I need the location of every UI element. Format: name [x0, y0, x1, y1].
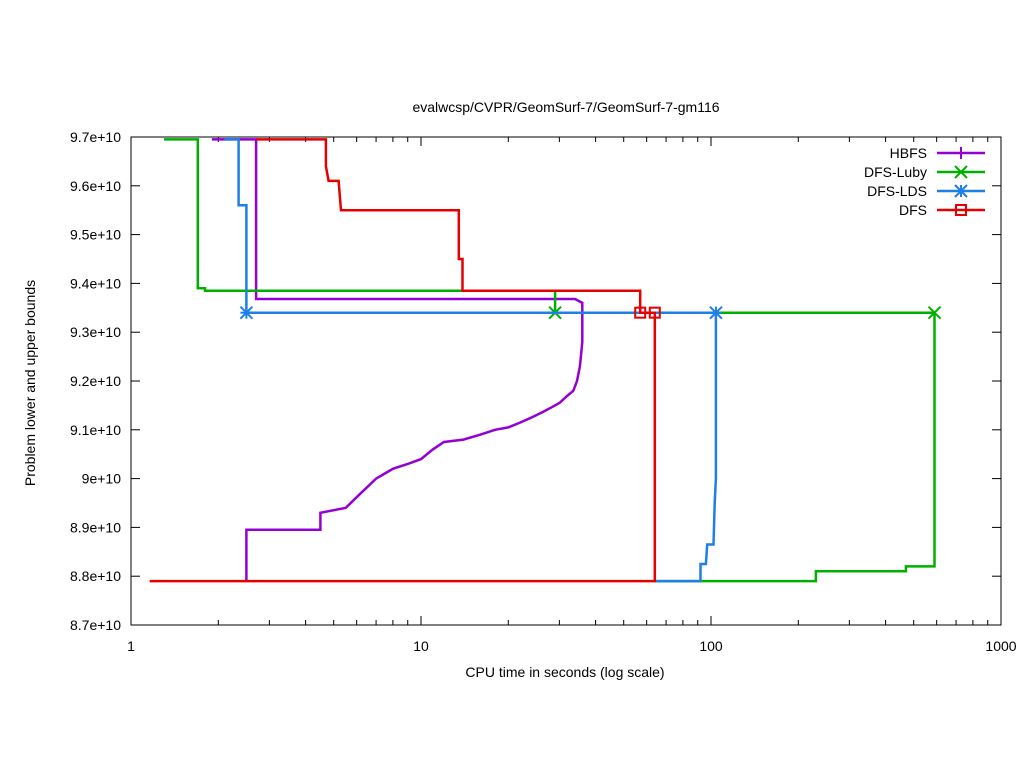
series-dfs: [149, 138, 661, 583]
y-tick-label: 9.4e+10: [70, 275, 121, 291]
series-line-hbfs: [211, 138, 584, 582]
legend-marker-dfs-lds: [954, 184, 968, 198]
legend-item-dfs: DFS: [899, 202, 985, 218]
series-layer: [149, 138, 942, 583]
y-tick-label: 9.5e+10: [70, 227, 121, 243]
data-point-dfs: [648, 306, 661, 319]
legend-label: DFS: [899, 202, 927, 218]
y-tick-label: 9.1e+10: [70, 422, 121, 438]
y-tick-label: 9.3e+10: [70, 324, 121, 340]
data-point-dfs: [634, 306, 647, 319]
series-dfs-lds: [224, 138, 723, 583]
legend-label: DFS-LDS: [867, 183, 927, 199]
x-tick-label: 1: [127, 638, 135, 654]
marker-stroke: [634, 306, 647, 319]
y-tick-label: 8.7e+10: [70, 617, 121, 633]
series-dfs-luby: [164, 138, 942, 583]
legend-item-dfs-luby: DFS-Luby: [864, 164, 985, 180]
series-line-dfs: [149, 138, 657, 583]
marker-stroke: [955, 204, 967, 216]
y-tick-label: 9.6e+10: [70, 178, 121, 194]
y-tick-label: 8.9e+10: [70, 519, 121, 535]
chart-title: evalwcsp/CVPR/GeomSurf-7/GeomSurf-7-gm11…: [412, 99, 719, 115]
legend: HBFS DFS-Luby DFS-LDS DFS: [864, 145, 985, 218]
series-line-dfs-luby: [164, 138, 936, 583]
legend-label: HBFS: [890, 145, 927, 161]
legend-marker-hbfs: [955, 147, 967, 159]
marker-stroke: [648, 306, 661, 319]
legend-marker-dfs-luby: [954, 165, 968, 179]
y-tick-label: 9.2e+10: [70, 373, 121, 389]
plot-border: [130, 136, 1002, 626]
x-axis-label: CPU time in seconds (log scale): [465, 664, 664, 680]
x-axis: 1 10 100 1000: [127, 137, 1017, 654]
legend-item-dfs-lds: DFS-LDS: [867, 183, 985, 199]
y-tick-label: 9.7e+10: [70, 129, 121, 145]
y-tick-label: 9e+10: [82, 471, 122, 487]
marker-stroke: [954, 165, 968, 179]
y-axis: 8.7e+10 8.8e+10 8.9e+10 9e+10 9.1e+10 9.2e+10…: [70, 129, 1001, 633]
y-tick-label: 8.8e+10: [70, 568, 121, 584]
legend-item-hbfs: HBFS: [890, 145, 985, 161]
data-point-dfs-lds: [709, 305, 723, 320]
data-point-dfs-luby: [927, 305, 942, 320]
legend-label: DFS-Luby: [864, 164, 927, 180]
x-tick-label: 1000: [985, 638, 1016, 654]
y-axis-label: Problem lower and upper bounds: [22, 280, 38, 486]
series-hbfs: [211, 138, 584, 582]
x-tick-label: 100: [699, 638, 723, 654]
data-point-dfs-lds: [239, 305, 254, 320]
legend-marker-dfs: [955, 204, 967, 216]
plot-area: [130, 136, 1002, 626]
series-line-dfs-lds: [224, 138, 718, 583]
x-tick-label: 10: [413, 638, 429, 654]
marker-stroke: [927, 305, 942, 320]
